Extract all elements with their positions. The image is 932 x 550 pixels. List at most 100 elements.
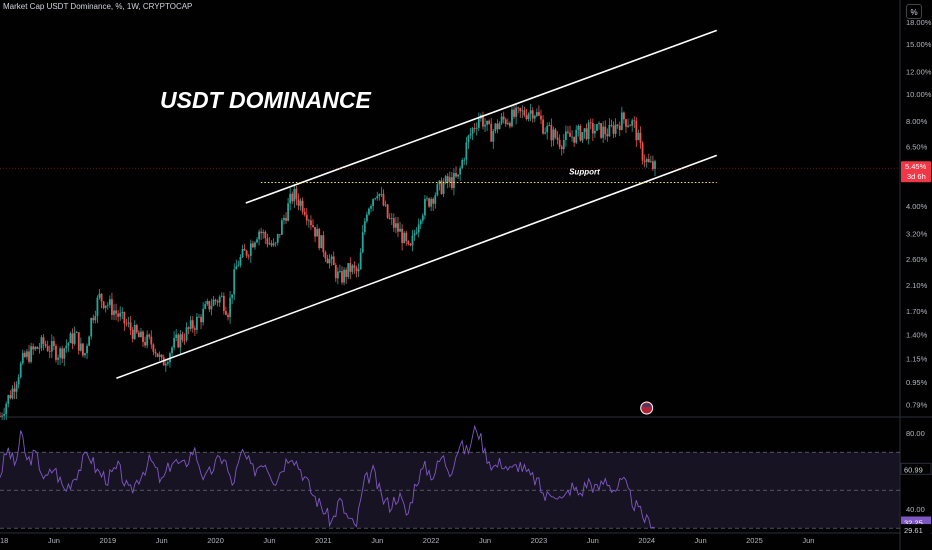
candle-body <box>191 320 194 329</box>
candle-body <box>428 198 430 207</box>
candle-body <box>179 334 182 348</box>
candle-body <box>276 234 279 243</box>
candle-body <box>558 139 561 147</box>
candle-body <box>150 336 153 345</box>
candle-body <box>403 232 406 244</box>
candle-body <box>461 160 464 169</box>
candle-body <box>67 342 70 346</box>
price-tick-label: 8.00% <box>906 117 928 126</box>
candle-body <box>52 341 55 346</box>
candle-body <box>444 176 447 183</box>
candle-body <box>42 337 45 344</box>
candle-body <box>158 354 161 357</box>
candle-body <box>598 123 600 125</box>
candle-body <box>579 125 582 141</box>
candle-body <box>137 332 140 338</box>
event-flag-icon <box>640 401 654 415</box>
candle-body <box>550 125 553 141</box>
candle-body <box>498 123 501 130</box>
candle-body <box>647 158 650 162</box>
candle-body <box>432 198 435 204</box>
candle-body <box>154 351 157 354</box>
candle-body <box>175 334 178 338</box>
candle-body <box>457 174 459 177</box>
candles <box>0 103 656 421</box>
candle-body <box>115 310 117 314</box>
candle-body <box>506 122 509 125</box>
candle-body <box>88 336 91 346</box>
candle-body <box>328 259 331 264</box>
candle-body <box>71 333 74 344</box>
price-tick-label: 1.15% <box>906 355 928 364</box>
candle-body <box>98 293 101 298</box>
candle-body <box>251 243 254 248</box>
candle-body <box>320 235 323 249</box>
candle-body <box>535 112 538 116</box>
candle-body <box>368 208 370 215</box>
candle-body <box>225 311 227 315</box>
price-tick-label: 18.00% <box>906 18 932 27</box>
time-tick-label: 2021 <box>315 536 332 545</box>
candle-body <box>409 243 412 246</box>
symbol-header[interactable]: Market Cap USDT Dominance, %, 1W, CRYPTO… <box>3 2 193 11</box>
candle-body <box>57 357 59 360</box>
candle-body <box>185 327 188 341</box>
candle-body <box>649 161 652 163</box>
candle-body <box>585 128 588 140</box>
percent-scale-button[interactable]: % <box>906 4 922 19</box>
candle-body <box>450 177 453 189</box>
candle-body <box>11 388 14 399</box>
candle-body <box>26 351 28 357</box>
time-tick-label: Jun <box>263 536 275 545</box>
price-tick-label: 3.20% <box>906 229 928 238</box>
candle-body <box>363 221 366 233</box>
candle-body <box>92 318 95 321</box>
rsi-value-label: 32.25 <box>904 519 923 528</box>
candle-body <box>9 395 12 399</box>
candle-body <box>229 297 231 318</box>
candle-body <box>548 125 551 126</box>
candle-body <box>490 123 493 142</box>
candle-body <box>7 395 10 404</box>
candle-body <box>171 347 173 354</box>
candle-body <box>160 354 163 358</box>
candle-body <box>73 332 76 344</box>
candle-body <box>610 124 613 126</box>
candle-body <box>654 161 656 169</box>
candle-body <box>405 232 408 241</box>
candle-body <box>38 347 41 349</box>
candle-body <box>166 362 169 364</box>
candle-body <box>318 229 321 249</box>
candle-body <box>148 334 151 337</box>
candle-body <box>297 199 300 206</box>
candle-body <box>303 211 306 215</box>
candle-body <box>181 334 184 340</box>
candle-body <box>129 322 132 330</box>
candle-body <box>440 180 443 194</box>
candle-body <box>459 168 462 175</box>
candle-body <box>245 250 248 256</box>
price-tick-label: 1.70% <box>906 307 928 316</box>
candle-body <box>220 295 223 297</box>
candle-body <box>214 299 217 302</box>
candle-body <box>627 125 629 127</box>
candle-body <box>357 269 360 272</box>
candle-body <box>509 122 511 127</box>
candle-body <box>612 125 615 134</box>
candle-body <box>573 136 576 143</box>
candle-body <box>301 200 304 212</box>
candle-body <box>254 242 256 248</box>
candle-body <box>82 343 84 356</box>
candle-body <box>75 332 78 334</box>
candle-body <box>455 173 457 177</box>
candle-body <box>258 231 260 240</box>
candle-body <box>629 125 632 127</box>
candle-body <box>106 304 109 306</box>
candle-body <box>50 341 53 352</box>
candle-body <box>372 199 374 207</box>
candle-body <box>36 346 39 349</box>
candle-body <box>504 119 507 125</box>
candle-body <box>388 217 391 219</box>
candle-body <box>104 305 107 308</box>
